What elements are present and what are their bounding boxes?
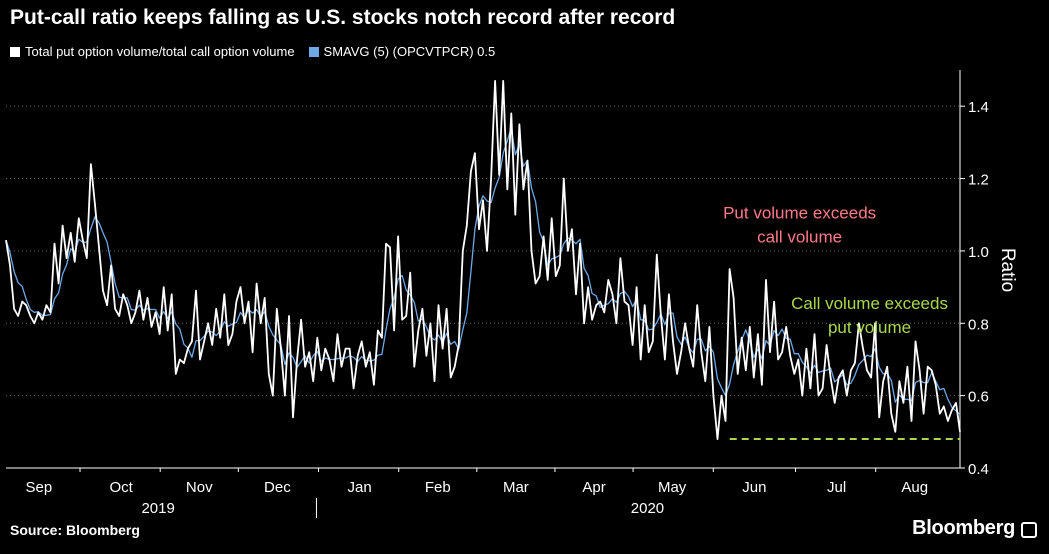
legend-swatch-smavg xyxy=(308,46,319,57)
legend: Total put option volume/total call optio… xyxy=(10,44,509,59)
source-label: Source: Bloomberg xyxy=(10,522,140,538)
y-tick-label: 0.8 xyxy=(968,316,989,333)
series-line-smavg xyxy=(5,127,961,415)
legend-label-smavg: SMAVG (5) (OPCVTPCR) 0.5 xyxy=(323,44,496,59)
x-tick-label: Jul xyxy=(827,479,846,496)
bloomberg-chat-icon xyxy=(1021,522,1037,538)
series-line-ratio xyxy=(5,80,961,441)
x-tick-label: May xyxy=(658,479,687,496)
x-tick-label: Sep xyxy=(26,479,53,496)
legend-item-smavg: SMAVG (5) (OPCVTPCR) 0.5 xyxy=(308,44,496,59)
legend-item-ratio: Total put option volume/total call optio… xyxy=(10,44,295,59)
annotation-text: Put volume exceeds xyxy=(723,203,876,222)
x-tick-label: Jun xyxy=(742,479,766,496)
bloomberg-logo: Bloomberg xyxy=(912,517,1015,539)
x-tick-label: Aug xyxy=(901,479,928,496)
x-tick-label: Jan xyxy=(348,479,372,496)
annotation-text: put volume xyxy=(828,318,911,337)
x-tick-label: Oct xyxy=(109,479,133,496)
legend-label-ratio: Total put option volume/total call optio… xyxy=(25,44,295,59)
x-tick-label: Dec xyxy=(264,479,291,496)
annotation-text: call volume xyxy=(757,227,842,246)
y-tick-label: 1.2 xyxy=(968,172,989,189)
x-tick-label: Mar xyxy=(503,479,529,496)
y-tick-label: 1.0 xyxy=(968,244,989,261)
y-axis-label: Ratio xyxy=(997,248,1018,292)
y-tick-label: 0.6 xyxy=(968,389,989,406)
x-tick-label: Nov xyxy=(186,479,213,496)
legend-swatch-ratio xyxy=(10,46,20,57)
chart-title: Put-call ratio keeps falling as U.S. sto… xyxy=(10,6,676,29)
year-label: 2019 xyxy=(141,500,174,517)
x-tick-label: Feb xyxy=(425,479,451,496)
year-label: 2020 xyxy=(631,500,664,517)
y-tick-label: 1.4 xyxy=(968,99,989,116)
x-tick-label: Apr xyxy=(582,479,605,496)
y-tick-label: 0.4 xyxy=(968,461,989,478)
annotation-text: Call volume exceeds xyxy=(791,294,948,313)
